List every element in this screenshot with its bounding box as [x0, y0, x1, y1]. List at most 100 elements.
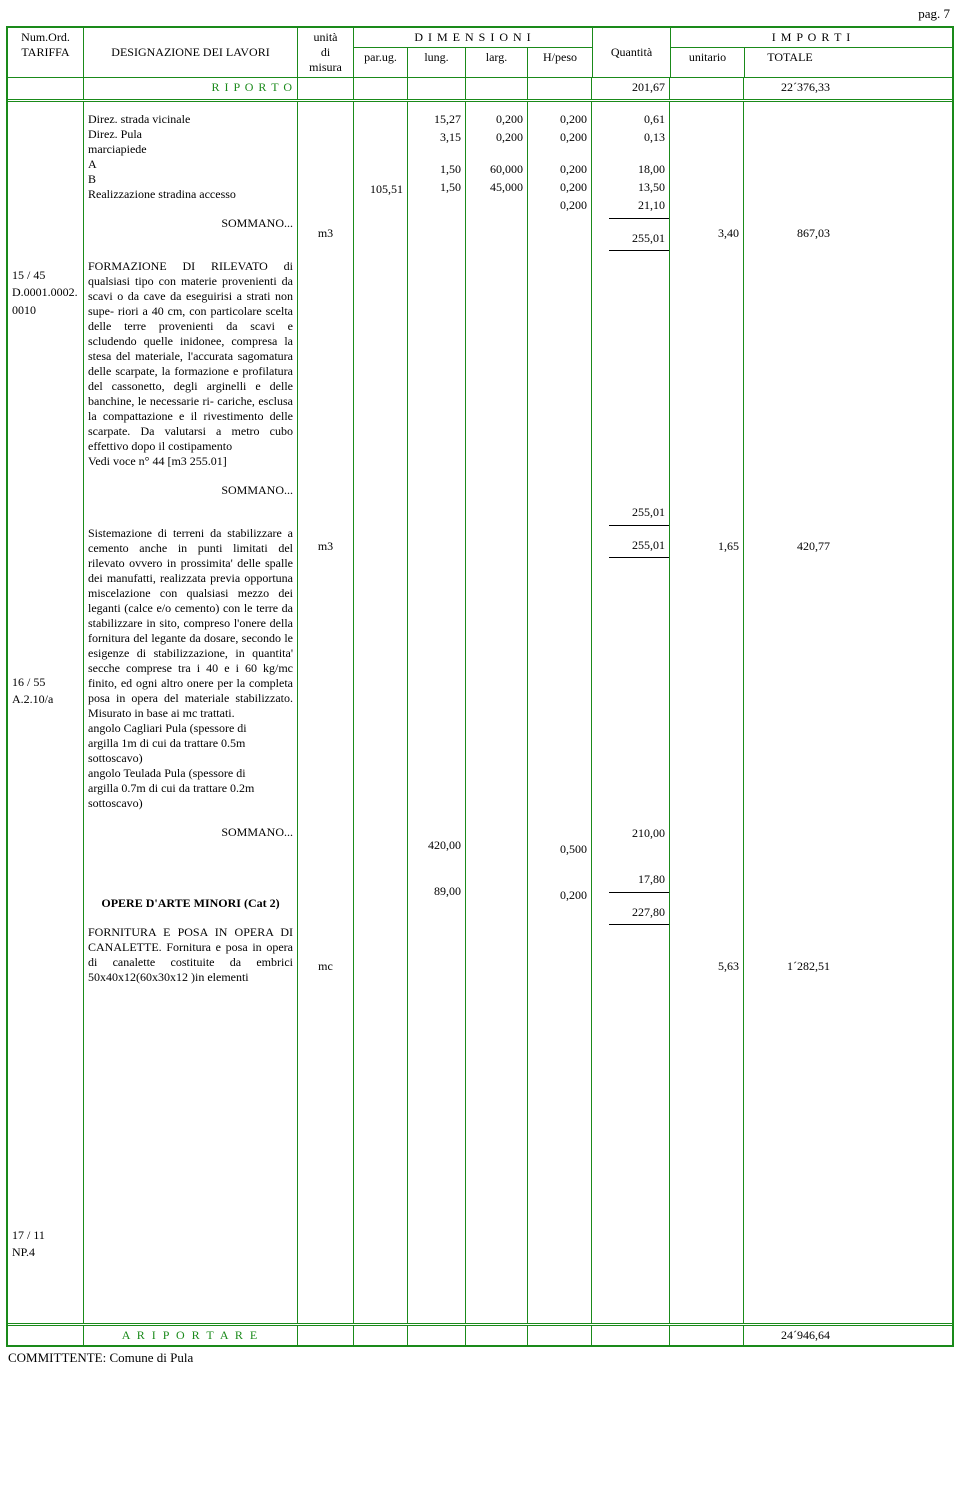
b1-r5-lu: 1,50	[408, 180, 465, 198]
code-d0001: D.0001.0002.	[8, 285, 83, 303]
b4-desc: FORNITURA E POSA IN OPERA DI CANALETTE. …	[88, 925, 293, 985]
col-parug: 105,51	[354, 102, 408, 1323]
b1-som-q: 255,01	[592, 229, 669, 248]
col-numord: 15 / 45 D.0001.0002. 0010 16 / 55 A.2.10…	[8, 102, 84, 1323]
b3-a-q: 210,00	[592, 826, 669, 844]
b3-a-lu: 420,00	[408, 838, 465, 856]
code-np4: NP.4	[8, 1245, 83, 1263]
b1-r2-la: 0,200	[466, 130, 527, 148]
hdr-dimensioni: D I M E N S I O N I	[354, 28, 592, 47]
body: 15 / 45 D.0001.0002. 0010 16 / 55 A.2.10…	[8, 99, 952, 1323]
b3-b1: angolo Teulada Pula (spessore di	[88, 766, 293, 781]
col-larg: 0,200 0,200 60,000 45,000	[466, 102, 528, 1323]
b3-a1: angolo Cagliari Pula (spessore di	[88, 721, 293, 736]
riporto-tot: 22´376,33	[744, 78, 834, 99]
b2-sommano: SOMMANO...	[88, 483, 293, 498]
b1-un: 3,40	[670, 224, 743, 243]
b3-b-lu: 89,00	[408, 884, 465, 902]
col-totale: 867,03 420,77 1´282,51	[744, 102, 834, 1323]
b1-r1-lu: 15,27	[408, 112, 465, 130]
ariportare-tot: 24´946,64	[744, 1326, 834, 1345]
hdr-unitario: unitario	[671, 48, 745, 77]
hdr-lung: lung.	[408, 48, 466, 77]
b1-r4: A	[88, 157, 293, 172]
b2-un: 1,65	[670, 537, 743, 556]
b2-ref: Vedi voce n° 44 [m3 255.01]	[88, 454, 293, 469]
b1-r1-q: 0,61	[592, 112, 669, 130]
table-container: Num.Ord. TARIFFA DESIGNAZIONE DEI LAVORI…	[6, 26, 954, 1347]
b1-r6: Realizzazione stradina accesso	[88, 187, 293, 202]
b2-um: m3	[298, 537, 353, 556]
b3-som-q: 227,80	[592, 903, 669, 922]
col-lung: 15,27 3,15 1,50 1,50 420,00 89,00	[408, 102, 466, 1323]
b3-desc: Sistemazione di terreni da stabilizzare …	[88, 526, 293, 721]
b1-r6-q: 21,10	[592, 198, 669, 216]
b3-a3: sottoscavo)	[88, 751, 293, 766]
ariportare-label: A R I P O R T A R E	[84, 1326, 298, 1345]
col-designazione: Direz. strada vicinale Direz. Pula marci…	[84, 102, 298, 1323]
page-number: pag. 7	[6, 6, 954, 22]
sumline-3b	[609, 924, 669, 925]
code-16-55: 16 / 55	[8, 673, 83, 692]
riporto-q: 201,67	[592, 78, 670, 99]
hdr-larg: larg.	[466, 48, 528, 77]
b1-r4-hp: 0,200	[528, 162, 591, 180]
b1-r5-q: 13,50	[592, 180, 669, 198]
hdr-numord-2: TARIFFA	[21, 45, 69, 59]
b1-r2-hp: 0,200	[528, 130, 591, 148]
b1-r2-q: 0,13	[592, 130, 669, 148]
b4-cat: OPERE D'ARTE MINORI (Cat 2)	[88, 896, 293, 911]
code-a210a: A.2.10/a	[8, 692, 83, 710]
riporto-label: R I P O R T O	[84, 78, 298, 99]
col-quantita: 0,61 0,13 18,00 13,50 21,10 255,01 255,0…	[592, 102, 670, 1323]
b1-r4-lu: 1,50	[408, 162, 465, 180]
col-hpeso: 0,200 0,200 0,200 0,200 0,200 0,500 0,20…	[528, 102, 592, 1323]
b3-tot: 1´282,51	[744, 957, 834, 976]
b3-b2: argilla 0.7m di cui da trattare 0.2m	[88, 781, 293, 796]
code-15-45: 15 / 45	[8, 266, 83, 285]
b1-r2-lu: 3,15	[408, 130, 465, 148]
hdr-quantita: Quantità	[593, 28, 671, 77]
b3-um: mc	[298, 957, 353, 976]
col-unitario: 3,40 1,65 5,63	[670, 102, 744, 1323]
b3-a2: argilla 1m di cui da trattare 0.5m	[88, 736, 293, 751]
b1-r5-la: 45,000	[466, 180, 527, 198]
b2-desc: FORMAZIONE DI RILEVATO di qualsiasi tipo…	[88, 259, 293, 454]
b1-r4-q: 18,00	[592, 162, 669, 180]
b1-r4-la: 60,000	[466, 162, 527, 180]
b3-b-q: 17,80	[592, 872, 669, 890]
committente: COMMITTENTE: Comune di Pula	[6, 1350, 954, 1366]
hdr-unita: unità di misura	[298, 28, 354, 77]
b1-r6-hp: 0,200	[528, 198, 591, 216]
b1-r1: Direz. strada vicinale	[88, 112, 293, 127]
b1-r2: Direz. Pula	[88, 127, 293, 142]
hdr-numord-1: Num.Ord.	[21, 30, 70, 44]
b3-a-hp: 0,500	[528, 842, 591, 860]
b1-r1-la: 0,200	[466, 112, 527, 130]
hdr-numord: Num.Ord. TARIFFA	[8, 28, 84, 77]
hdr-importi: I M P O R T I	[671, 28, 952, 47]
code-0010: 0010	[8, 303, 83, 321]
b1-r6-pu: 105,51	[354, 182, 407, 200]
b1-um: m3	[298, 224, 353, 243]
b2-tot: 420,77	[744, 537, 834, 556]
b1-r5: B	[88, 172, 293, 187]
b2-som-q: 255,01	[592, 536, 669, 555]
b2-ref-q: 255,01	[592, 505, 669, 523]
b3-sommano: SOMMANO...	[88, 825, 293, 840]
hdr-designazione: DESIGNAZIONE DEI LAVORI	[84, 28, 298, 77]
hdr-totale: TOTALE	[745, 48, 835, 77]
hdr-parug: par.ug.	[354, 48, 408, 77]
b1-sommano: SOMMANO...	[88, 216, 293, 231]
b1-tot: 867,03	[744, 224, 834, 243]
hdr-unita-3: misura	[309, 60, 342, 74]
code-17-11: 17 / 11	[8, 1226, 83, 1245]
hdr-hpeso: H/peso	[528, 48, 592, 77]
b1-r1-hp: 0,200	[528, 112, 591, 130]
hdr-unita-2: di	[321, 45, 330, 59]
b1-r5-hp: 0,200	[528, 180, 591, 198]
b3-b-hp: 0,200	[528, 888, 591, 906]
col-unita: m3 m3 mc	[298, 102, 354, 1323]
b3-b3: sottoscavo)	[88, 796, 293, 811]
b3-un: 5,63	[670, 957, 743, 976]
